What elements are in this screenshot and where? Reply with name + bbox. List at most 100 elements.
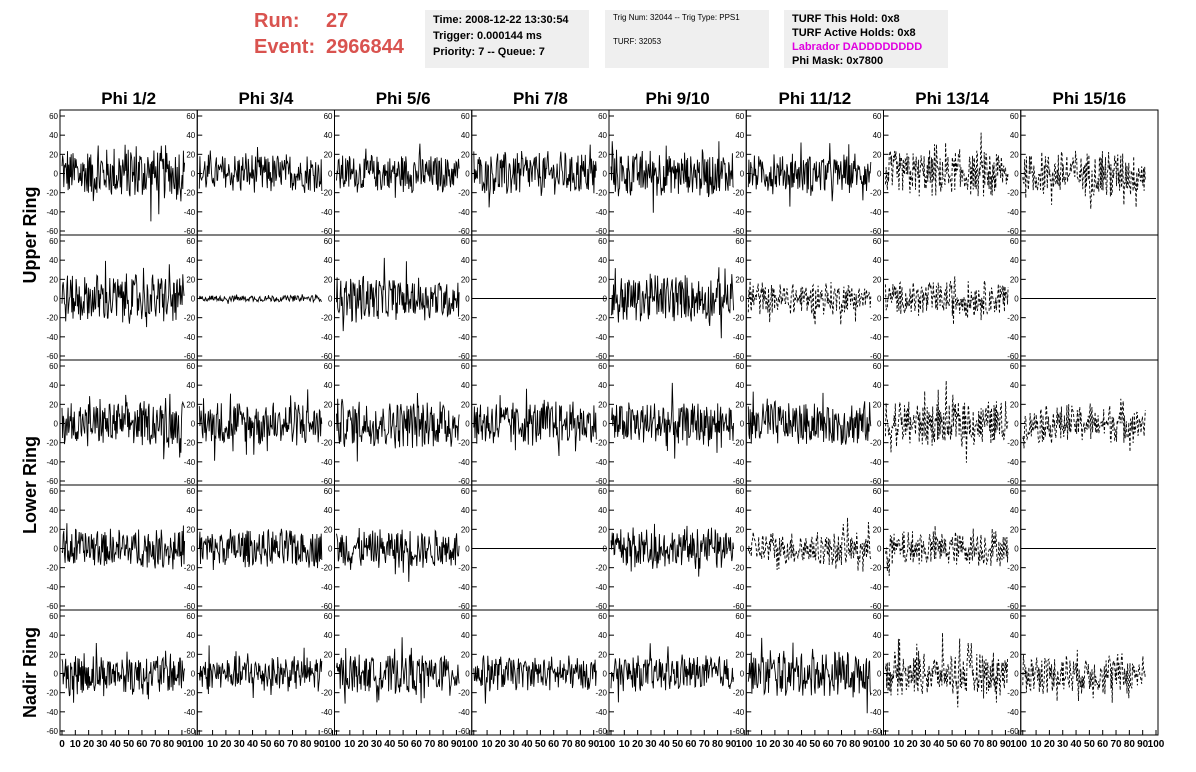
y-tick-label: 20 [873,150,882,159]
y-tick-label: -40 [1007,583,1019,592]
y-tick-label: 20 [873,650,882,659]
x-tick-label: 100 [461,739,478,750]
y-tick-label: -40 [870,333,882,342]
column-header: Phi 13/14 [915,89,989,108]
y-tick-label: 20 [324,275,333,284]
waveform-line [610,141,734,213]
y-tick-label: 40 [186,131,195,140]
y-tick-label: -60 [733,352,745,361]
y-tick-label: -20 [870,564,882,573]
y-tick-label: 40 [873,506,882,515]
y-tick-label: 0 [191,295,196,304]
y-tick-label: 0 [740,420,745,429]
y-tick-label: 20 [49,650,58,659]
y-tick-label: -20 [321,689,333,698]
trigger-text: Trigger: 0.000144 ms [433,30,542,42]
y-tick-label: 20 [49,525,58,534]
y-tick-label: -60 [595,227,607,236]
y-tick-label: -20 [184,189,196,198]
y-tick-label: -40 [595,208,607,217]
waveform-line [610,643,735,703]
y-tick-label: 0 [191,170,196,179]
y-tick-label: 0 [465,545,470,554]
panel-frame [471,484,610,611]
y-tick-label: 40 [186,506,195,515]
y-tick-label: -20 [184,689,196,698]
waveform-line [610,382,735,459]
y-tick-label: 20 [324,400,333,409]
y-tick-label: 0 [465,170,470,179]
y-tick-label: -40 [1007,458,1019,467]
y-tick-label: 20 [735,400,744,409]
y-tick-label: 60 [1010,112,1019,121]
x-tick-label: 50 [123,739,135,750]
waveform-line [198,645,323,699]
x-tick-label: 50 [809,739,821,750]
y-tick-label: 60 [735,487,744,496]
x-tick-label: 30 [234,739,246,750]
waveform-line [1022,150,1146,210]
y-tick-label: 60 [186,237,195,246]
y-tick-label: -60 [46,477,58,486]
y-tick-label: -40 [46,458,58,467]
x-tick-label: 10 [207,739,219,750]
x-tick-label: 70 [836,739,848,750]
y-tick-label: -20 [733,439,745,448]
y-tick-label: -20 [595,189,607,198]
y-tick-label: -20 [321,314,333,323]
y-tick-label: 20 [324,150,333,159]
x-tick-label: 90 [176,739,188,750]
waveform-line [885,525,1009,576]
column-header: Phi 5/6 [376,89,431,108]
waveform-line [747,517,872,572]
x-tick-label: 50 [672,739,684,750]
y-tick-label: 0 [465,420,470,429]
y-tick-label: -20 [46,189,58,198]
y-tick-label: -40 [184,583,196,592]
y-tick-label: 20 [461,150,470,159]
x-tick-label: 40 [521,739,533,750]
y-tick-label: 0 [1014,420,1019,429]
x-tick-label: 90 [451,739,463,750]
y-tick-label: -20 [321,564,333,573]
y-tick-label: 60 [324,612,333,621]
y-tick-label: -60 [184,477,196,486]
waveform-line [61,260,185,328]
y-tick-label: -60 [1007,227,1019,236]
y-tick-label: 40 [49,506,58,515]
y-tick-label: -20 [733,314,745,323]
y-tick-label: -20 [595,564,607,573]
x-tick-label: 90 [725,739,737,750]
y-tick-label: -60 [595,477,607,486]
y-tick-label: -40 [184,708,196,717]
x-tick-label: 40 [659,739,671,750]
y-tick-label: -60 [184,727,196,736]
x-tick-label: 20 [495,739,507,750]
x-tick-label: 30 [645,739,657,750]
turf-hold-text: TURF This Hold: 0x8 [792,13,900,25]
x-tick-label: 60 [1097,739,1109,750]
y-tick-label: 20 [324,525,333,534]
y-tick-label: 20 [1010,150,1019,159]
y-tick-label: -60 [870,227,882,236]
x-tick-label: 70 [424,739,436,750]
y-tick-label: -60 [733,477,745,486]
y-tick-label: 20 [598,525,607,534]
y-tick-label: 20 [186,400,195,409]
x-tick-label: 30 [920,739,932,750]
row-label: Upper Ring [20,187,40,284]
y-tick-label: -40 [595,708,607,717]
waveform-line [198,389,323,461]
y-tick-label: -60 [321,352,333,361]
y-tick-label: 60 [49,112,58,121]
y-tick-label: 20 [49,150,58,159]
y-tick-label: -40 [595,458,607,467]
y-tick-label: -20 [46,689,58,698]
y-tick-label: -60 [1007,352,1019,361]
y-tick-label: -40 [458,708,470,717]
x-tick-label: 20 [1044,739,1056,750]
waveform-line [61,642,186,703]
y-tick-label: 60 [186,112,195,121]
y-tick-label: -40 [184,208,196,217]
